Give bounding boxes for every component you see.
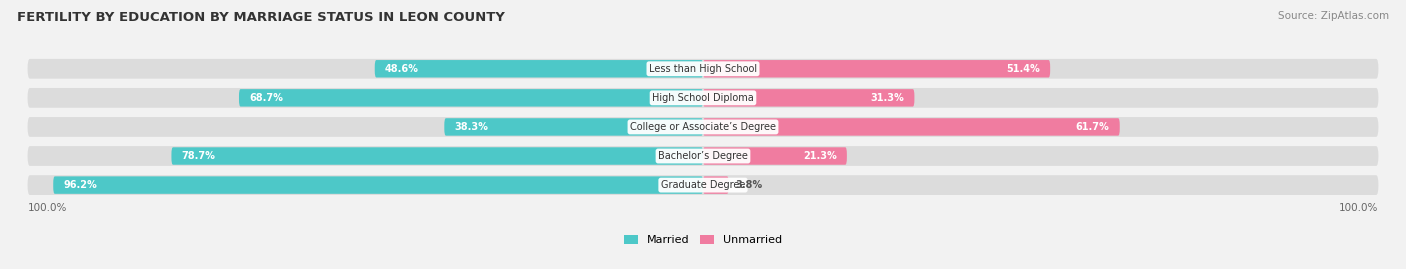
FancyBboxPatch shape [703, 118, 1119, 136]
FancyBboxPatch shape [172, 147, 703, 165]
Text: 51.4%: 51.4% [1007, 64, 1040, 74]
Text: Less than High School: Less than High School [650, 64, 756, 74]
Text: 100.0%: 100.0% [1339, 203, 1378, 213]
Text: 3.8%: 3.8% [735, 180, 762, 190]
FancyBboxPatch shape [703, 176, 728, 194]
Text: 38.3%: 38.3% [454, 122, 488, 132]
FancyBboxPatch shape [444, 118, 703, 136]
FancyBboxPatch shape [703, 89, 914, 107]
Text: 61.7%: 61.7% [1076, 122, 1109, 132]
FancyBboxPatch shape [28, 175, 1378, 195]
FancyBboxPatch shape [28, 117, 1378, 137]
Text: College or Associate’s Degree: College or Associate’s Degree [630, 122, 776, 132]
FancyBboxPatch shape [28, 146, 1378, 166]
Text: 68.7%: 68.7% [249, 93, 283, 103]
Text: 21.3%: 21.3% [803, 151, 837, 161]
Text: High School Diploma: High School Diploma [652, 93, 754, 103]
Text: 96.2%: 96.2% [63, 180, 97, 190]
Text: Graduate Degree: Graduate Degree [661, 180, 745, 190]
Text: 31.3%: 31.3% [870, 93, 904, 103]
FancyBboxPatch shape [28, 88, 1378, 108]
FancyBboxPatch shape [375, 60, 703, 77]
Text: Source: ZipAtlas.com: Source: ZipAtlas.com [1278, 11, 1389, 21]
Text: 100.0%: 100.0% [28, 203, 67, 213]
Text: FERTILITY BY EDUCATION BY MARRIAGE STATUS IN LEON COUNTY: FERTILITY BY EDUCATION BY MARRIAGE STATU… [17, 11, 505, 24]
FancyBboxPatch shape [239, 89, 703, 107]
FancyBboxPatch shape [53, 176, 703, 194]
FancyBboxPatch shape [28, 59, 1378, 79]
Text: 48.6%: 48.6% [385, 64, 419, 74]
Text: 78.7%: 78.7% [181, 151, 215, 161]
FancyBboxPatch shape [703, 60, 1050, 77]
FancyBboxPatch shape [703, 147, 846, 165]
Text: Bachelor’s Degree: Bachelor’s Degree [658, 151, 748, 161]
Legend: Married, Unmarried: Married, Unmarried [620, 230, 786, 249]
